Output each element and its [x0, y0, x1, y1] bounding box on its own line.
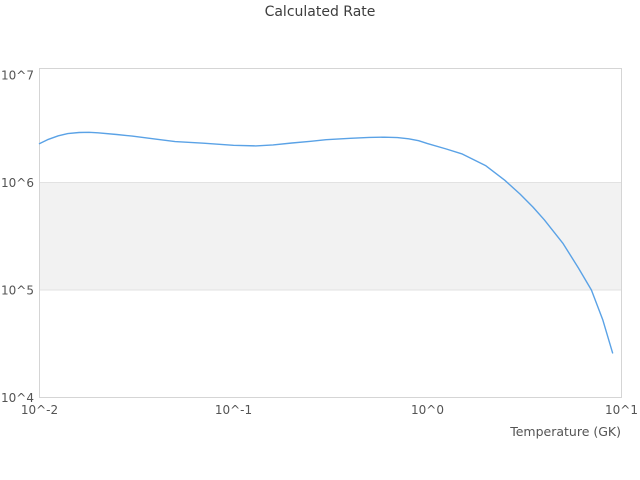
x-axis-title: Temperature (GK)	[509, 424, 621, 439]
y-tick-label-1e6: 10^6	[1, 176, 34, 190]
x-tick-label-1e-2: 10^-2	[21, 403, 58, 417]
y-tick-label-1e7: 10^7	[1, 69, 34, 83]
x-tick-label-1e-1: 10^-1	[215, 403, 252, 417]
rate-curve	[38, 131, 614, 354]
highlight-band	[39, 182, 622, 290]
chart-title: Calculated Rate	[265, 4, 376, 20]
y-tick-label-1e5: 10^5	[1, 284, 34, 298]
y-tick-label-1e4: 10^4	[1, 391, 34, 405]
plot-border	[39, 68, 622, 398]
x-tick-label-1e0: 10^0	[411, 403, 444, 417]
x-tick-label-1e1: 10^1	[605, 403, 638, 417]
